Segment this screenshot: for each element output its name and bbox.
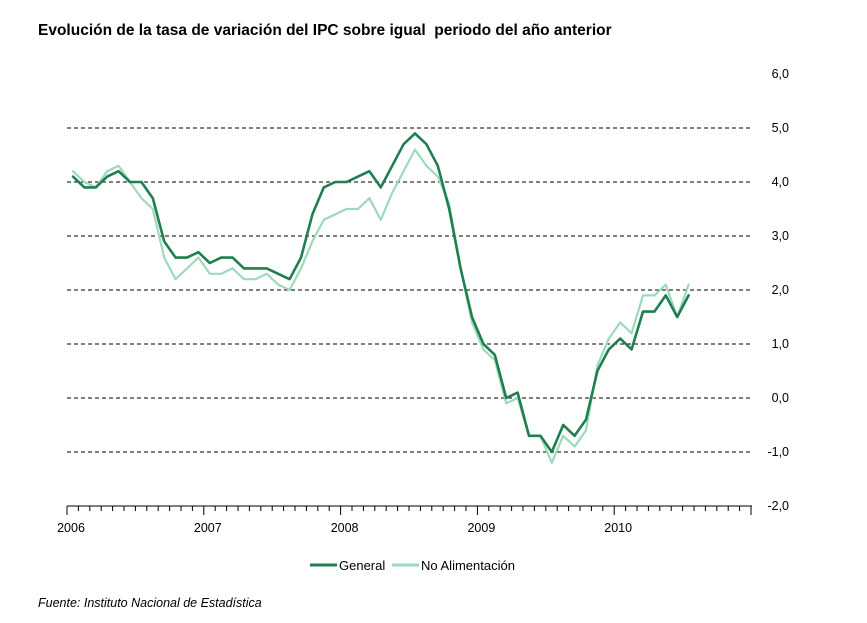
y-tick-label: -2,0: [767, 499, 789, 513]
grid-lines: [67, 127, 752, 453]
legend-item-general: General: [310, 558, 385, 573]
legend-label: No Alimentación: [421, 558, 515, 573]
x-tick-label: 2010: [604, 521, 632, 535]
chart-title: Evolución de la tasa de variación del IP…: [38, 22, 612, 39]
x-tick-label: 2007: [194, 521, 222, 535]
legend: General No Alimentación: [310, 558, 515, 573]
y-tick-label: 4,0: [772, 175, 789, 189]
y-tick-label: -1,0: [767, 445, 789, 459]
y-tick-label: 3,0: [772, 229, 789, 243]
x-tick-label: 2006: [57, 521, 85, 535]
source-note: Fuente: Instituto Nacional de Estadístic…: [38, 596, 262, 610]
series-line-no-alimentacion: [71, 148, 690, 464]
y-tick-label: 6,0: [772, 67, 789, 81]
x-axis: 2006 2007 2008 2009 2010: [57, 505, 752, 535]
x-tick-label: 2009: [467, 521, 495, 535]
y-tick-label: 2,0: [772, 283, 789, 297]
series-lines: [71, 132, 690, 464]
series-line-general: [71, 132, 690, 454]
y-axis-tick-labels: 6,0 5,0 4,0 3,0 2,0 1,0 0,0 -1,0 -2,0: [767, 67, 789, 513]
y-tick-label: 5,0: [772, 121, 789, 135]
x-tick-label: 2008: [331, 521, 359, 535]
legend-label: General: [339, 558, 385, 573]
legend-item-no-alimentacion: No Alimentación: [392, 558, 515, 573]
y-tick-label: 0,0: [772, 391, 789, 405]
y-tick-label: 1,0: [772, 337, 789, 351]
